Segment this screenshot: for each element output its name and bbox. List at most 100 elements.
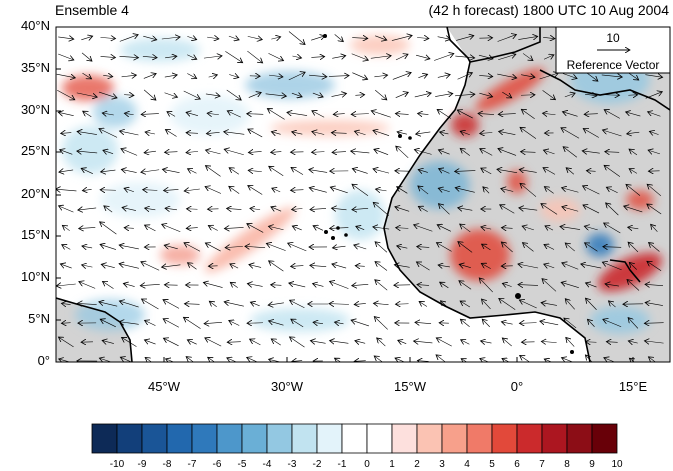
lon-label-15w: 15°W: [394, 379, 426, 394]
reference-vector-value: 10: [606, 31, 620, 45]
wind-vector: [585, 94, 597, 96]
wind-vector: [124, 188, 135, 191]
wind-vector: [332, 152, 346, 153]
wind-vector: [440, 282, 449, 289]
wind-vector: [99, 358, 112, 362]
wind-vector: [627, 132, 640, 134]
wind-vector: [269, 359, 282, 362]
colorbar-box: [566, 423, 593, 454]
wind-vector: [292, 56, 301, 58]
colorbar-label: 7: [539, 459, 545, 470]
wind-vector: [58, 337, 74, 348]
wind-vector: [206, 150, 221, 154]
wind-vector: [497, 169, 518, 172]
wind-vector: [562, 112, 578, 117]
wind-vector: [458, 242, 473, 253]
colorbar-box: [141, 423, 168, 454]
wind-vector: [586, 342, 597, 343]
wind-vector: [121, 169, 137, 172]
wind-vector: [161, 37, 180, 39]
colorbar-box: [391, 423, 418, 454]
wind-vector: [437, 75, 450, 78]
colorbar-box: [366, 423, 393, 454]
wind-vector: [292, 361, 303, 362]
wind-vector: [187, 36, 196, 39]
wind-vector: [186, 112, 199, 115]
wind-vector: [644, 341, 664, 343]
wind-vector: [229, 168, 240, 175]
wind-vector: [186, 133, 198, 134]
wind-vector: [291, 319, 304, 328]
lat-label-35n: 35°N: [20, 60, 50, 75]
wind-vector: [418, 113, 429, 114]
wind-vector: [455, 56, 474, 58]
wind-vector: [271, 152, 282, 153]
wind-vector: [356, 226, 365, 229]
wind-vector: [519, 300, 537, 309]
wind-vector: [184, 243, 201, 252]
wind-vector: [56, 189, 77, 191]
colorbar-label: -3: [287, 459, 297, 470]
wind-vector: [124, 95, 134, 96]
wind-vector: [479, 93, 492, 97]
colorbar-box: [466, 423, 493, 454]
wind-vector: [396, 228, 409, 229]
wind-vector: [62, 225, 70, 231]
wind-vector: [269, 321, 284, 326]
wind-vector: [120, 131, 139, 136]
wind-vector: [352, 72, 367, 80]
wind-vector: [519, 208, 538, 210]
wind-vector: [248, 129, 263, 138]
wind-vector: [543, 37, 555, 38]
wind-vector: [647, 184, 662, 197]
wind-vector: [521, 109, 535, 119]
wind-vector: [482, 319, 490, 328]
wind-vector: [311, 36, 325, 41]
wind-vector: [334, 34, 344, 41]
wind-vector: [331, 208, 347, 210]
wind-vector: [397, 132, 407, 134]
colorbar-box: [516, 423, 543, 454]
lat-label-25n: 25°N: [20, 143, 50, 158]
wind-vector: [645, 284, 664, 285]
wind-vector: [587, 319, 595, 327]
wind-vector: [480, 132, 493, 133]
wind-vector: [58, 53, 74, 60]
wind-vector: [563, 147, 578, 158]
wind-vector: [291, 167, 304, 175]
wind-vector: [561, 282, 579, 288]
wind-vector: [164, 189, 179, 190]
wind-vector: [228, 36, 239, 40]
wind-vector: [226, 89, 241, 100]
wind-vector: [398, 340, 407, 343]
wind-vector: [100, 222, 117, 235]
wind-vector: [416, 55, 430, 59]
wind-vector: [629, 169, 638, 174]
wind-vector: [501, 228, 513, 229]
wind-vector: [440, 132, 449, 134]
wind-vector: [374, 317, 388, 330]
wind-vector: [225, 246, 243, 247]
wind-vector: [119, 56, 138, 57]
wind-vector: [418, 170, 428, 173]
wind-vector: [561, 358, 574, 362]
wind-vector: [249, 265, 262, 268]
wind-vector: [250, 339, 261, 346]
wind-vector: [502, 283, 512, 286]
wind-vector: [119, 264, 139, 269]
wind-vector: [310, 265, 327, 266]
wind-vector: [56, 73, 76, 78]
wind-vector: [395, 114, 409, 115]
wind-vector: [144, 151, 156, 153]
wind-vector: [205, 243, 221, 252]
colorbar-label: 1: [389, 459, 395, 470]
wind-vector: [163, 338, 179, 347]
wind-vector: [375, 262, 388, 271]
wind-vector: [374, 356, 383, 362]
wind-vector: [58, 112, 74, 115]
wind-vector: [205, 166, 221, 177]
wind-vector: [377, 338, 386, 347]
colorbar-box: [266, 423, 293, 454]
wind-vector-field: [56, 31, 664, 362]
